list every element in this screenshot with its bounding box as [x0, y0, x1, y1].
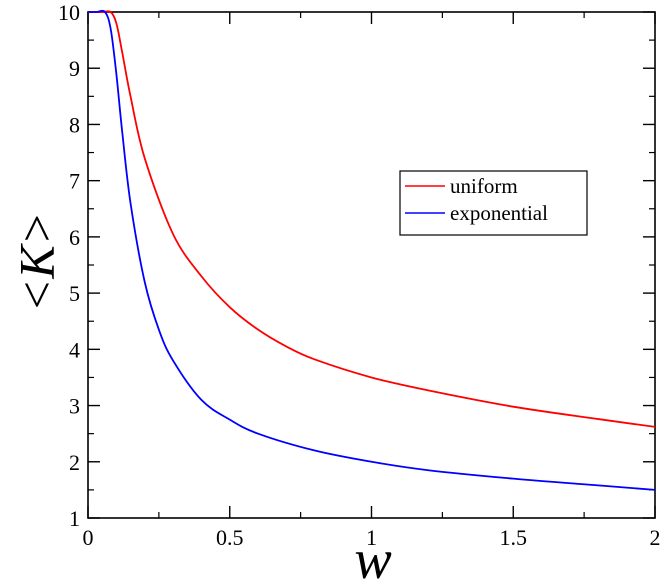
- y-tick-label: 7: [69, 169, 80, 194]
- y-tick-label: 9: [69, 56, 80, 81]
- y-tick-label: 4: [69, 337, 80, 362]
- legend-label-exponential: exponential: [450, 201, 548, 225]
- series-line-exponential: [87, 9, 656, 491]
- y-tick-label: 6: [69, 225, 80, 250]
- plot-frame: [87, 11, 656, 519]
- axis-tick-labels: 0 0.5 1 1.5 2 1 2 3 4 5 6 7 8 9 10: [58, 0, 661, 550]
- legend-label-uniform: uniform: [450, 174, 518, 198]
- legend-box: [399, 170, 588, 236]
- y-tick-label: 8: [69, 112, 80, 137]
- series-line-uniform: [87, 10, 656, 428]
- y-tick-label: 5: [69, 281, 80, 306]
- x-axis-title: w: [354, 529, 391, 583]
- y-tick-label: 3: [69, 394, 80, 419]
- x-tick-label: 1.5: [500, 525, 528, 550]
- y-axis-title: <K>: [8, 212, 64, 313]
- y-tick-label: 2: [69, 450, 80, 475]
- x-tick-label: 0.5: [216, 525, 244, 550]
- x-tick-label: 0: [83, 525, 94, 550]
- axis-ticks: [87, 11, 656, 519]
- y-tick-label: 1: [69, 506, 80, 531]
- x-tick-label: 2: [650, 525, 661, 550]
- x-tick-label: 1: [366, 525, 377, 550]
- series-lines: [87, 9, 656, 491]
- y-tick-label: 10: [58, 0, 80, 25]
- legend: uniform exponential: [399, 170, 588, 236]
